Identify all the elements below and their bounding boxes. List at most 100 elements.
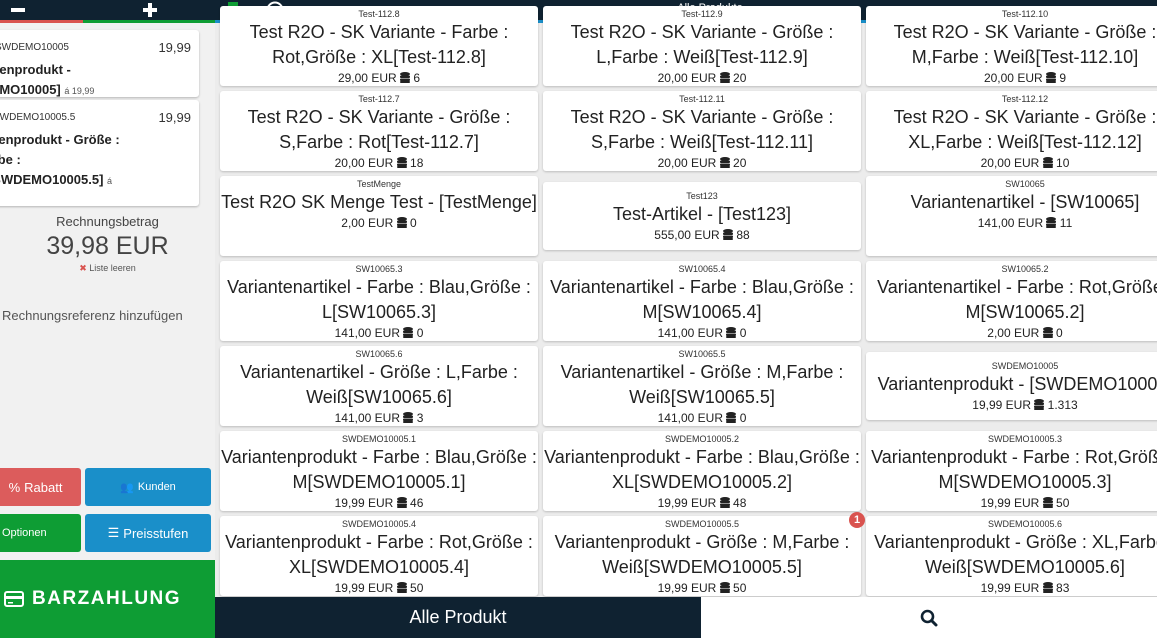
product-price: 19,99 EUR (972, 398, 1031, 412)
product-card[interactable]: SWDEMO10005.6 Variantenprodukt - Größe : … (866, 516, 1157, 596)
plus-icon[interactable] (130, 0, 170, 20)
product-name: Variantenprodukt - Farbe : Blau,Größe : … (221, 447, 537, 492)
product-card[interactable]: Test-112.10 Test R2O - SK Variante - Größ… (866, 6, 1157, 86)
product-name: Test R2O - SK Variante - Größe : S,Farbe… (570, 107, 834, 152)
options-label: Optionen (2, 527, 47, 539)
category-button[interactable]: Alle Produkt (215, 597, 701, 638)
stock-icon (726, 327, 737, 338)
product-stock: 46 (410, 496, 424, 510)
product-price: 141,00 EUR (977, 216, 1044, 230)
product-card[interactable]: Test-112.9 Test R2O - SK Variante - Größe… (543, 6, 861, 86)
stock-icon (396, 582, 407, 593)
product-grid: Test-112.8 Test R2O - SK Variante - Farbe… (215, 0, 1157, 597)
product-name: Test R2O - SK Variante - Größe : L,Farbe… (570, 22, 834, 67)
discount-label: Rabatt (24, 479, 63, 495)
product-sku: Test-112.8 (358, 9, 400, 19)
percent-icon: % (8, 479, 21, 495)
options-button[interactable]: Optionen (0, 514, 81, 552)
product-card[interactable]: SWDEMO10005 Variantenprodukt - [SWDEMO100… (866, 352, 1157, 420)
product-stock: 18 (410, 156, 424, 170)
price-levels-label: Preisstufen (123, 525, 189, 541)
product-name: Variantenprodukt - Größe : M,Farbe : Wei… (554, 532, 850, 577)
product-sku: SWDEMO10005.5 (664, 519, 740, 529)
product-card[interactable]: SWDEMO10005.3 Variantenprodukt - Farbe : … (866, 431, 1157, 511)
product-price: 20,00 EUR (334, 156, 394, 170)
cash-payment-label: BARZAHLUNG (32, 588, 182, 609)
product-name: Variantenprodukt - Farbe : Rot,Größe : M… (871, 447, 1157, 492)
category-label: Alle Produkt (409, 607, 507, 627)
stock-icon (403, 327, 414, 338)
product-card[interactable]: SW10065.2 Variantenartikel - Farbe : Rot,… (866, 261, 1157, 341)
product-card[interactable]: Test-112.8 Test R2O - SK Variante - Farbe… (220, 6, 538, 86)
stock-icon (1042, 327, 1053, 338)
product-sku: SWDEMO10005.6 (987, 519, 1063, 529)
cart-item-sku: SWDEMO10005 (0, 42, 69, 53)
product-card[interactable]: SWDEMO10005.1 Variantenprodukt - Farbe : … (220, 431, 538, 511)
product-price: 555,00 EUR (654, 228, 720, 242)
product-price: 29,00 EUR (337, 71, 397, 85)
product-price: 141,00 EUR (334, 411, 400, 425)
stock-icon (723, 229, 733, 240)
stock-icon (396, 157, 407, 168)
minus-strip (0, 20, 83, 23)
product-name: Variantenartikel - Größe : L,Farbe : Wei… (240, 362, 518, 407)
minus-icon[interactable] (0, 0, 35, 20)
product-name: Test R2O - SK Variante - Größe : M,Farbe… (893, 22, 1157, 67)
product-price: 19,99 EUR (657, 581, 717, 595)
product-sku: SWDEMO10005.2 (664, 434, 740, 444)
cart-item-unit-price: á (107, 176, 113, 186)
product-sku: SW10065.3 (355, 264, 403, 274)
discount-button[interactable]: % Rabatt (0, 468, 81, 506)
product-sku: TestMenge (356, 179, 402, 189)
stock-icon (400, 72, 410, 83)
search-button[interactable] (701, 597, 1157, 638)
product-card[interactable]: TestMenge Test R2O SK Menge Test - [TestM… (220, 176, 538, 256)
product-price: 19,99 EUR (980, 496, 1040, 510)
product-sku: SW10065.2 (1001, 264, 1049, 274)
product-card[interactable]: Test-112.11 Test R2O - SK Variante - Größ… (543, 91, 861, 171)
stock-icon (1042, 497, 1053, 508)
product-sku: Test123 (686, 191, 718, 201)
product-name: Variantenprodukt - Farbe : Rot,Größe : X… (225, 532, 533, 577)
product-price: 20,00 EUR (657, 156, 717, 170)
add-invoice-reference[interactable]: Rechnungsreferenz hinzufügen (2, 308, 183, 323)
product-stock: 10 (1056, 156, 1070, 170)
stock-icon (396, 217, 407, 228)
product-sku: SWDEMO10005.3 (987, 434, 1063, 444)
stock-icon (726, 412, 737, 423)
product-card[interactable]: SWDEMO10005.5 Variantenprodukt - Größe : … (543, 512, 865, 596)
product-sku: Test-112.12 (1001, 94, 1049, 104)
product-card[interactable]: Test-112.7 Test R2O - SK Variante - Größe… (220, 91, 538, 171)
product-card[interactable]: SW10065.3 Variantenartikel - Farbe : Blau… (220, 261, 538, 341)
product-price: 20,00 EUR (983, 71, 1043, 85)
product-stock: 50 (410, 581, 424, 595)
product-stock: 1.313 (1047, 398, 1078, 412)
product-stock: 83 (1056, 581, 1070, 595)
product-price: 20,00 EUR (980, 156, 1040, 170)
product-name: Variantenprodukt - [SWDEMO10005] (877, 374, 1157, 394)
stock-icon (1046, 217, 1057, 228)
product-card[interactable]: SWDEMO10005.2 Variantenprodukt - Farbe : … (543, 431, 861, 511)
cart-item[interactable]: SWDEMO10005.5 19,99 Variantenprodukt - G… (0, 100, 199, 206)
product-card[interactable]: SWDEMO10005.4 Variantenprodukt - Farbe : … (220, 516, 538, 596)
product-card[interactable]: Test-112.12 Test R2O - SK Variante - Größ… (866, 91, 1157, 171)
product-sku: Test-112.10 (1001, 9, 1049, 19)
product-stock: 6 (413, 71, 421, 85)
product-name: Variantenartikel - Farbe : Rot,Größe : M… (877, 277, 1157, 322)
product-card[interactable]: SW10065.6 Variantenartikel - Größe : L,Fa… (220, 346, 538, 426)
cart-item[interactable]: SWDEMO10005 19,99 Variantenprodukt - [SWD… (0, 30, 199, 97)
users-icon: 👥 (120, 481, 134, 494)
product-card[interactable]: Test123 Test-Artikel - [Test123] 555,00 EU… (543, 182, 861, 250)
product-card[interactable]: SW10065 Variantenartikel - [SW10065] 141,0… (866, 176, 1157, 256)
product-name: Test R2O - SK Variante - Größe : XL,Farb… (893, 107, 1157, 152)
product-card[interactable]: SW10065.5 Variantenartikel - Größe : M,Fa… (543, 346, 861, 426)
product-card[interactable]: SW10065.4 Variantenartikel - Farbe : Blau… (543, 261, 861, 341)
product-stock: 11 (1059, 216, 1073, 230)
product-stock: 0 (739, 411, 747, 425)
clear-list-link[interactable]: ✖ Liste leeren (0, 263, 215, 274)
customers-button[interactable]: 👥 Kunden (85, 468, 211, 506)
price-levels-button[interactable]: ☰ Preisstufen (85, 514, 211, 552)
cash-payment-button[interactable]: BARZAHLUNG (0, 560, 215, 638)
product-stock: 50 (1056, 496, 1070, 510)
stock-icon (396, 497, 407, 508)
